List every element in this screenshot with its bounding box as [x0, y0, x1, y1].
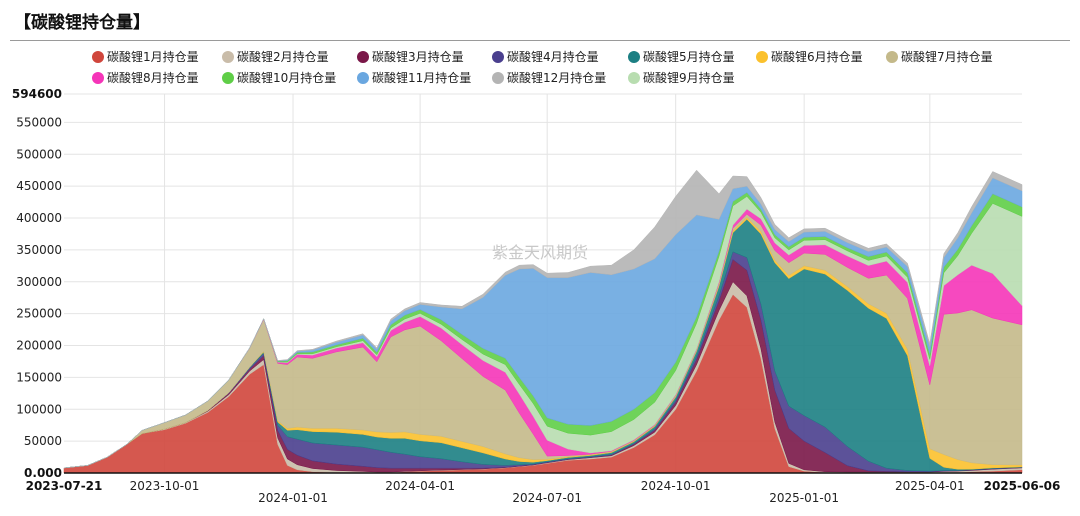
y-tick-label: 550000: [16, 115, 62, 129]
legend-item[interactable]: 碳酸锂1月持仓量: [92, 48, 199, 65]
axes: 0.000 50000 100000 150000 200000 250000 300000…: [12, 87, 1060, 505]
legend-swatch: [92, 50, 104, 63]
legend-label: 碳酸锂1月持仓量: [107, 50, 199, 64]
legend-item[interactable]: 碳酸锂6月持仓量: [756, 48, 863, 65]
x-tick-label: 2024-04-01: [385, 479, 455, 493]
legend-label: 碳酸锂12月持仓量: [507, 71, 607, 85]
legend-label: 碳酸锂10月持仓量: [237, 71, 337, 85]
y-tick-label: 100000: [16, 402, 62, 416]
legend-swatch: [628, 50, 640, 63]
legend-label: 碳酸锂8月持仓量: [107, 71, 199, 85]
x-tick-label: 2023-10-01: [130, 479, 200, 493]
y-tick-label: 350000: [16, 243, 62, 257]
y-tick-label: 50000: [24, 434, 62, 448]
legend-swatch: [492, 71, 504, 84]
x-start-label: 2023-07-21: [26, 479, 103, 493]
legend-label: 碳酸锂6月持仓量: [771, 50, 863, 64]
legend-swatch: [357, 71, 369, 84]
x-tick-label: 2024-01-01: [258, 491, 328, 505]
title-divider: [10, 40, 1070, 41]
legend-item[interactable]: 碳酸锂2月持仓量: [222, 48, 329, 65]
legend-item[interactable]: 碳酸锂10月持仓量: [222, 69, 336, 86]
legend-label: 碳酸锂2月持仓量: [237, 50, 329, 64]
legend-item[interactable]: 碳酸锂12月持仓量: [492, 69, 606, 86]
watermark: 紫金天风期货: [492, 243, 588, 262]
legend-swatch: [492, 50, 504, 63]
chart-title: 【碳酸锂持仓量】: [14, 13, 150, 33]
legend-item[interactable]: 碳酸锂8月持仓量: [92, 69, 199, 86]
legend-item[interactable]: 碳酸锂4月持仓量: [492, 48, 599, 65]
legend-label: 碳酸锂4月持仓量: [507, 50, 599, 64]
x-tick-label: 2025-04-01: [895, 479, 965, 493]
y-tick-label: 150000: [16, 370, 62, 384]
legend-item[interactable]: 碳酸锂5月持仓量: [628, 48, 735, 65]
legend-swatch: [628, 71, 640, 84]
y-tick-label: 450000: [16, 179, 62, 193]
legend-swatch: [886, 50, 898, 63]
y-tick-label: 200000: [16, 339, 62, 353]
legend-item[interactable]: 碳酸锂9月持仓量: [628, 69, 735, 86]
y-tick-label: 300000: [16, 275, 62, 289]
legend-swatch: [756, 50, 768, 63]
x-tick-label: 2024-07-01: [512, 491, 582, 505]
legend-label: 碳酸锂9月持仓量: [643, 71, 735, 85]
legend-swatch: [222, 50, 234, 63]
legend-label: 碳酸锂3月持仓量: [372, 50, 464, 64]
series-areas: [63, 169, 1023, 474]
legend-label: 碳酸锂5月持仓量: [643, 50, 735, 64]
y-tick-label: 594600: [12, 87, 62, 101]
series-area: [63, 169, 1023, 469]
x-tick-label: 2025-01-01: [769, 491, 839, 505]
legend-item[interactable]: 碳酸锂11月持仓量: [357, 69, 471, 86]
legend-label: 碳酸锂7月持仓量: [901, 50, 993, 64]
x-tick-label: 2024-10-01: [641, 479, 711, 493]
legend-item[interactable]: 碳酸锂7月持仓量: [886, 48, 993, 65]
legend-item[interactable]: 碳酸锂3月持仓量: [357, 48, 464, 65]
y-tick-label: 500000: [16, 147, 62, 161]
y-tick-label: 400000: [16, 211, 62, 225]
y-tick-label: 0.000: [24, 466, 62, 480]
legend-swatch: [357, 50, 369, 63]
legend-swatch: [222, 71, 234, 84]
x-end-label: 2025-06-06: [984, 479, 1061, 493]
legend-swatch: [92, 71, 104, 84]
legend-label: 碳酸锂11月持仓量: [372, 71, 472, 85]
y-tick-label: 250000: [16, 307, 62, 321]
